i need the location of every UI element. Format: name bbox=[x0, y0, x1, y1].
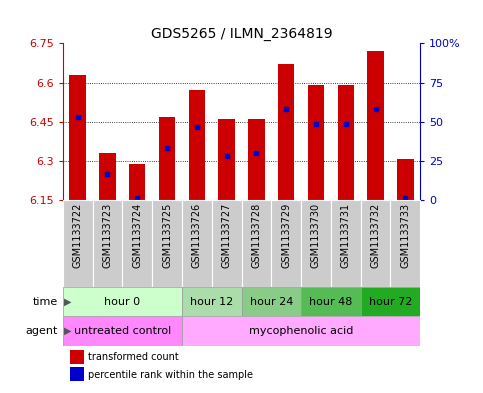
Text: GSM1133725: GSM1133725 bbox=[162, 203, 172, 268]
Text: hour 72: hour 72 bbox=[369, 297, 412, 307]
Text: GSM1133730: GSM1133730 bbox=[311, 203, 321, 268]
FancyBboxPatch shape bbox=[390, 200, 420, 287]
Text: transformed count: transformed count bbox=[88, 352, 179, 362]
FancyBboxPatch shape bbox=[301, 287, 361, 316]
Text: GSM1133722: GSM1133722 bbox=[72, 203, 83, 268]
Text: untreated control: untreated control bbox=[74, 326, 171, 336]
Text: hour 48: hour 48 bbox=[309, 297, 353, 307]
Text: hour 12: hour 12 bbox=[190, 297, 233, 307]
Text: hour 0: hour 0 bbox=[104, 297, 141, 307]
Bar bbox=[159, 117, 175, 200]
Text: GSM1133723: GSM1133723 bbox=[102, 203, 113, 268]
Text: GSM1133731: GSM1133731 bbox=[341, 203, 351, 268]
Text: GSM1133727: GSM1133727 bbox=[222, 203, 232, 268]
FancyBboxPatch shape bbox=[93, 200, 122, 287]
Bar bbox=[397, 158, 413, 200]
FancyBboxPatch shape bbox=[301, 200, 331, 287]
Text: GSM1133733: GSM1133733 bbox=[400, 203, 411, 268]
FancyBboxPatch shape bbox=[182, 200, 212, 287]
FancyBboxPatch shape bbox=[182, 316, 420, 346]
Text: GDS5265 / ILMN_2364819: GDS5265 / ILMN_2364819 bbox=[151, 27, 332, 41]
Bar bbox=[248, 119, 265, 200]
Bar bbox=[278, 64, 294, 200]
FancyBboxPatch shape bbox=[212, 200, 242, 287]
FancyBboxPatch shape bbox=[361, 287, 420, 316]
FancyBboxPatch shape bbox=[63, 200, 93, 287]
FancyBboxPatch shape bbox=[361, 200, 390, 287]
Text: percentile rank within the sample: percentile rank within the sample bbox=[88, 369, 253, 380]
Text: GSM1133729: GSM1133729 bbox=[281, 203, 291, 268]
FancyBboxPatch shape bbox=[122, 200, 152, 287]
Text: time: time bbox=[33, 297, 58, 307]
Bar bbox=[368, 51, 384, 200]
Bar bbox=[218, 119, 235, 200]
Bar bbox=[189, 90, 205, 200]
FancyBboxPatch shape bbox=[271, 200, 301, 287]
Text: hour 24: hour 24 bbox=[250, 297, 293, 307]
Bar bbox=[338, 85, 354, 200]
Text: GSM1133726: GSM1133726 bbox=[192, 203, 202, 268]
FancyBboxPatch shape bbox=[242, 200, 271, 287]
FancyBboxPatch shape bbox=[331, 200, 361, 287]
Text: GSM1133724: GSM1133724 bbox=[132, 203, 142, 268]
Text: ▶: ▶ bbox=[64, 297, 72, 307]
Bar bbox=[99, 153, 115, 200]
Bar bbox=[308, 85, 324, 200]
FancyBboxPatch shape bbox=[182, 287, 242, 316]
FancyBboxPatch shape bbox=[63, 316, 182, 346]
Bar bbox=[70, 367, 84, 381]
FancyBboxPatch shape bbox=[152, 200, 182, 287]
Text: mycophenolic acid: mycophenolic acid bbox=[249, 326, 353, 336]
FancyBboxPatch shape bbox=[242, 287, 301, 316]
Text: GSM1133728: GSM1133728 bbox=[251, 203, 261, 268]
Text: agent: agent bbox=[26, 326, 58, 336]
Text: GSM1133732: GSM1133732 bbox=[370, 203, 381, 268]
Bar bbox=[129, 164, 145, 200]
Text: ▶: ▶ bbox=[64, 326, 72, 336]
FancyBboxPatch shape bbox=[63, 287, 182, 316]
Bar bbox=[70, 350, 84, 364]
Bar bbox=[70, 75, 86, 200]
